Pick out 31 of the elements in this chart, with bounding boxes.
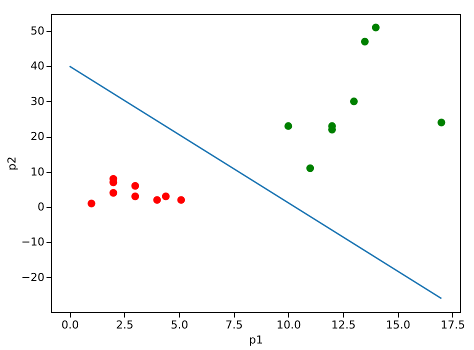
point [177, 196, 186, 204]
x-tick-label: 10.0 [276, 318, 302, 332]
point [306, 164, 314, 172]
y-tick-label: 10 [30, 165, 44, 178]
point [131, 192, 140, 200]
y-tick-label: 0 [38, 200, 44, 214]
y-tick-label: 30 [30, 94, 44, 108]
x-tick-label: 5.0 [170, 318, 188, 332]
point [372, 24, 380, 32]
point [109, 189, 118, 197]
x-tick-label: 2.5 [116, 318, 134, 332]
point [153, 196, 161, 204]
y-tick-label: 20 [30, 130, 44, 144]
x-tick-label: 7.5 [225, 318, 243, 332]
point [438, 118, 446, 126]
x-tick-label: 12.5 [331, 318, 356, 332]
y-tick-label: −20 [21, 270, 44, 284]
y-tick-label: 40 [30, 60, 44, 73]
x-tick-label: 0.0 [61, 318, 79, 332]
point [162, 192, 170, 200]
point [360, 38, 369, 46]
x-axis-title: p1 [249, 334, 263, 346]
y-tick-label: −10 [21, 236, 44, 249]
point [131, 182, 140, 190]
point [350, 98, 358, 106]
x-tick-label: 17.5 [440, 318, 466, 332]
y-axis-title: p2 [5, 156, 18, 170]
point [88, 200, 96, 208]
x-tick-label: 15.0 [386, 318, 410, 332]
point [284, 122, 292, 130]
y-tick-label: 50 [30, 24, 44, 38]
